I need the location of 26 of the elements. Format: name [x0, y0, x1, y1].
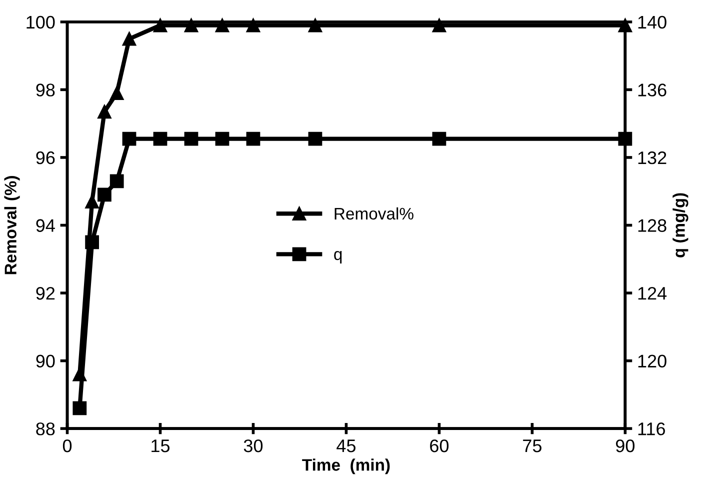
x-axis-title: Time (min) — [302, 458, 390, 474]
y2-tick-label: 128 — [638, 219, 666, 232]
y2-tick-label: 116 — [638, 422, 665, 436]
y-tick-label: 92 — [36, 286, 55, 300]
y-tick-label: 88 — [36, 422, 55, 436]
legend-label: q — [334, 251, 342, 264]
y2-axis-title: q (mg/g) — [672, 193, 688, 258]
x-tick-label: 45 — [336, 440, 356, 452]
y2-tick-label: 132 — [638, 151, 666, 164]
x-tick-label: 60 — [430, 439, 449, 452]
x-tick-label: 90 — [616, 439, 634, 452]
y-tick-label: 96 — [36, 151, 55, 164]
legend-label: Removal% — [334, 207, 414, 220]
x-tick-label: 0 — [62, 439, 72, 452]
y2-tick-label: 140 — [638, 16, 666, 29]
y2-tick-label: 124 — [638, 286, 667, 300]
y-tick-label: 98 — [36, 84, 55, 96]
x-tick-label: 30 — [244, 439, 263, 452]
y-tick-label: 90 — [36, 354, 55, 368]
y-tick-label: 94 — [36, 219, 55, 232]
y2-tick-label: 120 — [638, 354, 666, 368]
y-tick-label: 100 — [26, 16, 55, 29]
x-tick-label: 15 — [152, 440, 170, 452]
y2-tick-label: 136 — [638, 84, 666, 96]
x-tick-label: 75 — [523, 440, 542, 452]
y-axis-title: Removal (%) — [4, 176, 20, 274]
